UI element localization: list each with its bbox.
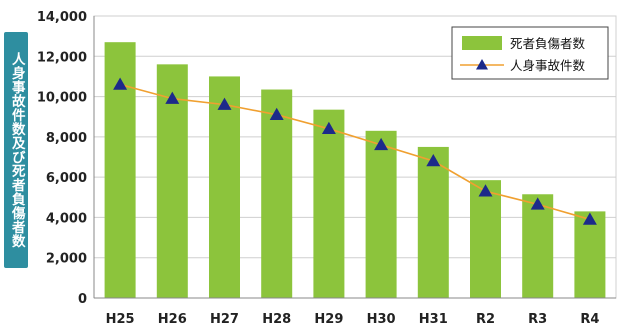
line-point [165, 91, 180, 104]
y-tick-labels: 0 2,000 4,000 6,000 8,000 10,000 12,000 14,000 [37, 10, 87, 307]
legend-label-line: 人身事故件数 [510, 58, 586, 73]
bar [365, 130, 397, 298]
line-point [374, 137, 389, 151]
x-tick-label: H26 [158, 312, 187, 327]
bar [522, 194, 554, 298]
axes [93, 16, 616, 299]
line-series [113, 77, 597, 225]
bar-series [104, 42, 606, 299]
line-point [426, 154, 441, 167]
x-tick-labels: H25 H26 H27 H28 H29 H30 H31 R2 R3 R4 [106, 312, 600, 327]
y-tick-label: 6,000 [46, 171, 87, 186]
series-line [119, 83, 591, 221]
legend-line-marker [476, 59, 488, 70]
line-point [113, 77, 128, 90]
bar [209, 76, 240, 298]
legend-bar-swatch [462, 36, 502, 50]
x-tick-label: H30 [367, 312, 396, 327]
x-tick-label: H31 [419, 312, 448, 327]
y-axis-label-box: 人身事故件数及び死者負傷者数 [4, 32, 28, 268]
line-point [321, 121, 336, 135]
bar [261, 89, 293, 299]
bar [574, 211, 606, 298]
y-axis-label: 人身事故件数及び死者負傷者数 [8, 52, 25, 248]
y-tick-label: 4,000 [46, 211, 87, 226]
x-tick-label: H25 [106, 312, 135, 327]
y-tick-label: 14,000 [37, 10, 87, 25]
line-point [582, 212, 597, 225]
y-tick-label: 10,000 [37, 91, 87, 106]
x-tick-label: H27 [210, 312, 239, 327]
x-tick-label: H29 [314, 312, 343, 327]
y-tick-label: 8,000 [46, 131, 87, 146]
line-point [478, 184, 493, 197]
bar [470, 180, 501, 298]
bar [417, 146, 449, 298]
legend-box [451, 26, 609, 80]
x-tick-label: R2 [476, 312, 495, 327]
line-point [269, 107, 284, 120]
line-point [530, 197, 545, 210]
x-tick-label: R3 [528, 312, 547, 327]
y-tick-label: 2,000 [46, 252, 87, 267]
line-point [217, 97, 232, 110]
y-tick-label: 12,000 [37, 50, 87, 65]
legend-label-bar: 死者負傷者数 [510, 36, 586, 51]
bar [313, 109, 345, 299]
y-tick-label: 0 [78, 292, 87, 307]
x-tick-label: R4 [580, 312, 599, 327]
x-tick-label: H28 [262, 312, 291, 327]
